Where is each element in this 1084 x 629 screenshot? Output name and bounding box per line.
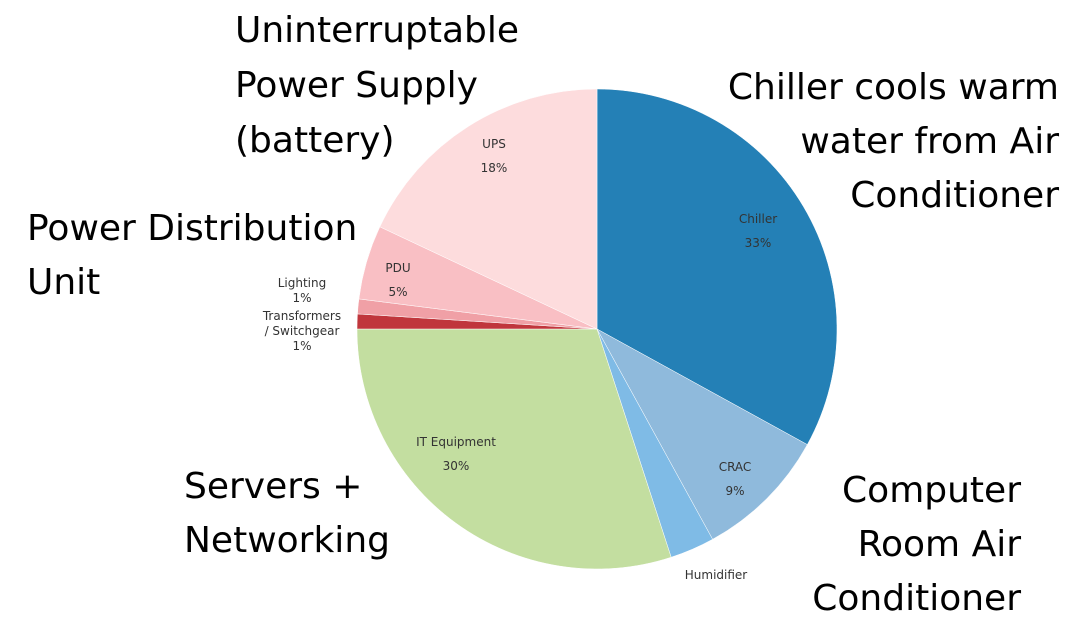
- slice-label-pdu: PDU 5%: [385, 261, 410, 299]
- annotation-pdu: Power Distribution Unit: [27, 208, 357, 303]
- slice-crac: [596, 328, 808, 540]
- slice-label-transformers-switchgear: Transformers / Switchgear 1%: [262, 309, 341, 353]
- slice-it-equipment: [356, 328, 672, 570]
- slice-labels: Chiller 33% CRAC 9% IT Equipment 30% PDU 5% UPS 1…: [262, 137, 777, 582]
- slice-label-chiller: Chiller 33%: [739, 212, 777, 250]
- pie-slices: [356, 88, 838, 570]
- slice-label-it-equipment: IT Equipment 30%: [416, 435, 496, 473]
- slice-label-lighting: Lighting 1%: [278, 276, 327, 305]
- annotations: Uninterruptable Power Supply (battery)Chil…: [27, 10, 1059, 619]
- slice-label-crac: CRAC 9%: [719, 460, 752, 498]
- annotation-chiller: Chiller cools warm water from Air Conditio…: [728, 67, 1059, 216]
- annotation-it: Servers + Networking: [184, 466, 390, 561]
- slice-label-humidifier: Humidifier: [685, 568, 748, 582]
- slice-ups: [379, 88, 598, 330]
- slice-chiller: [596, 88, 838, 445]
- annotation-crac: Computer Room Air Conditioner: [812, 470, 1021, 619]
- annotation-ups: Uninterruptable Power Supply (battery): [235, 10, 519, 161]
- slice-label-ups: UPS 18%: [481, 137, 508, 175]
